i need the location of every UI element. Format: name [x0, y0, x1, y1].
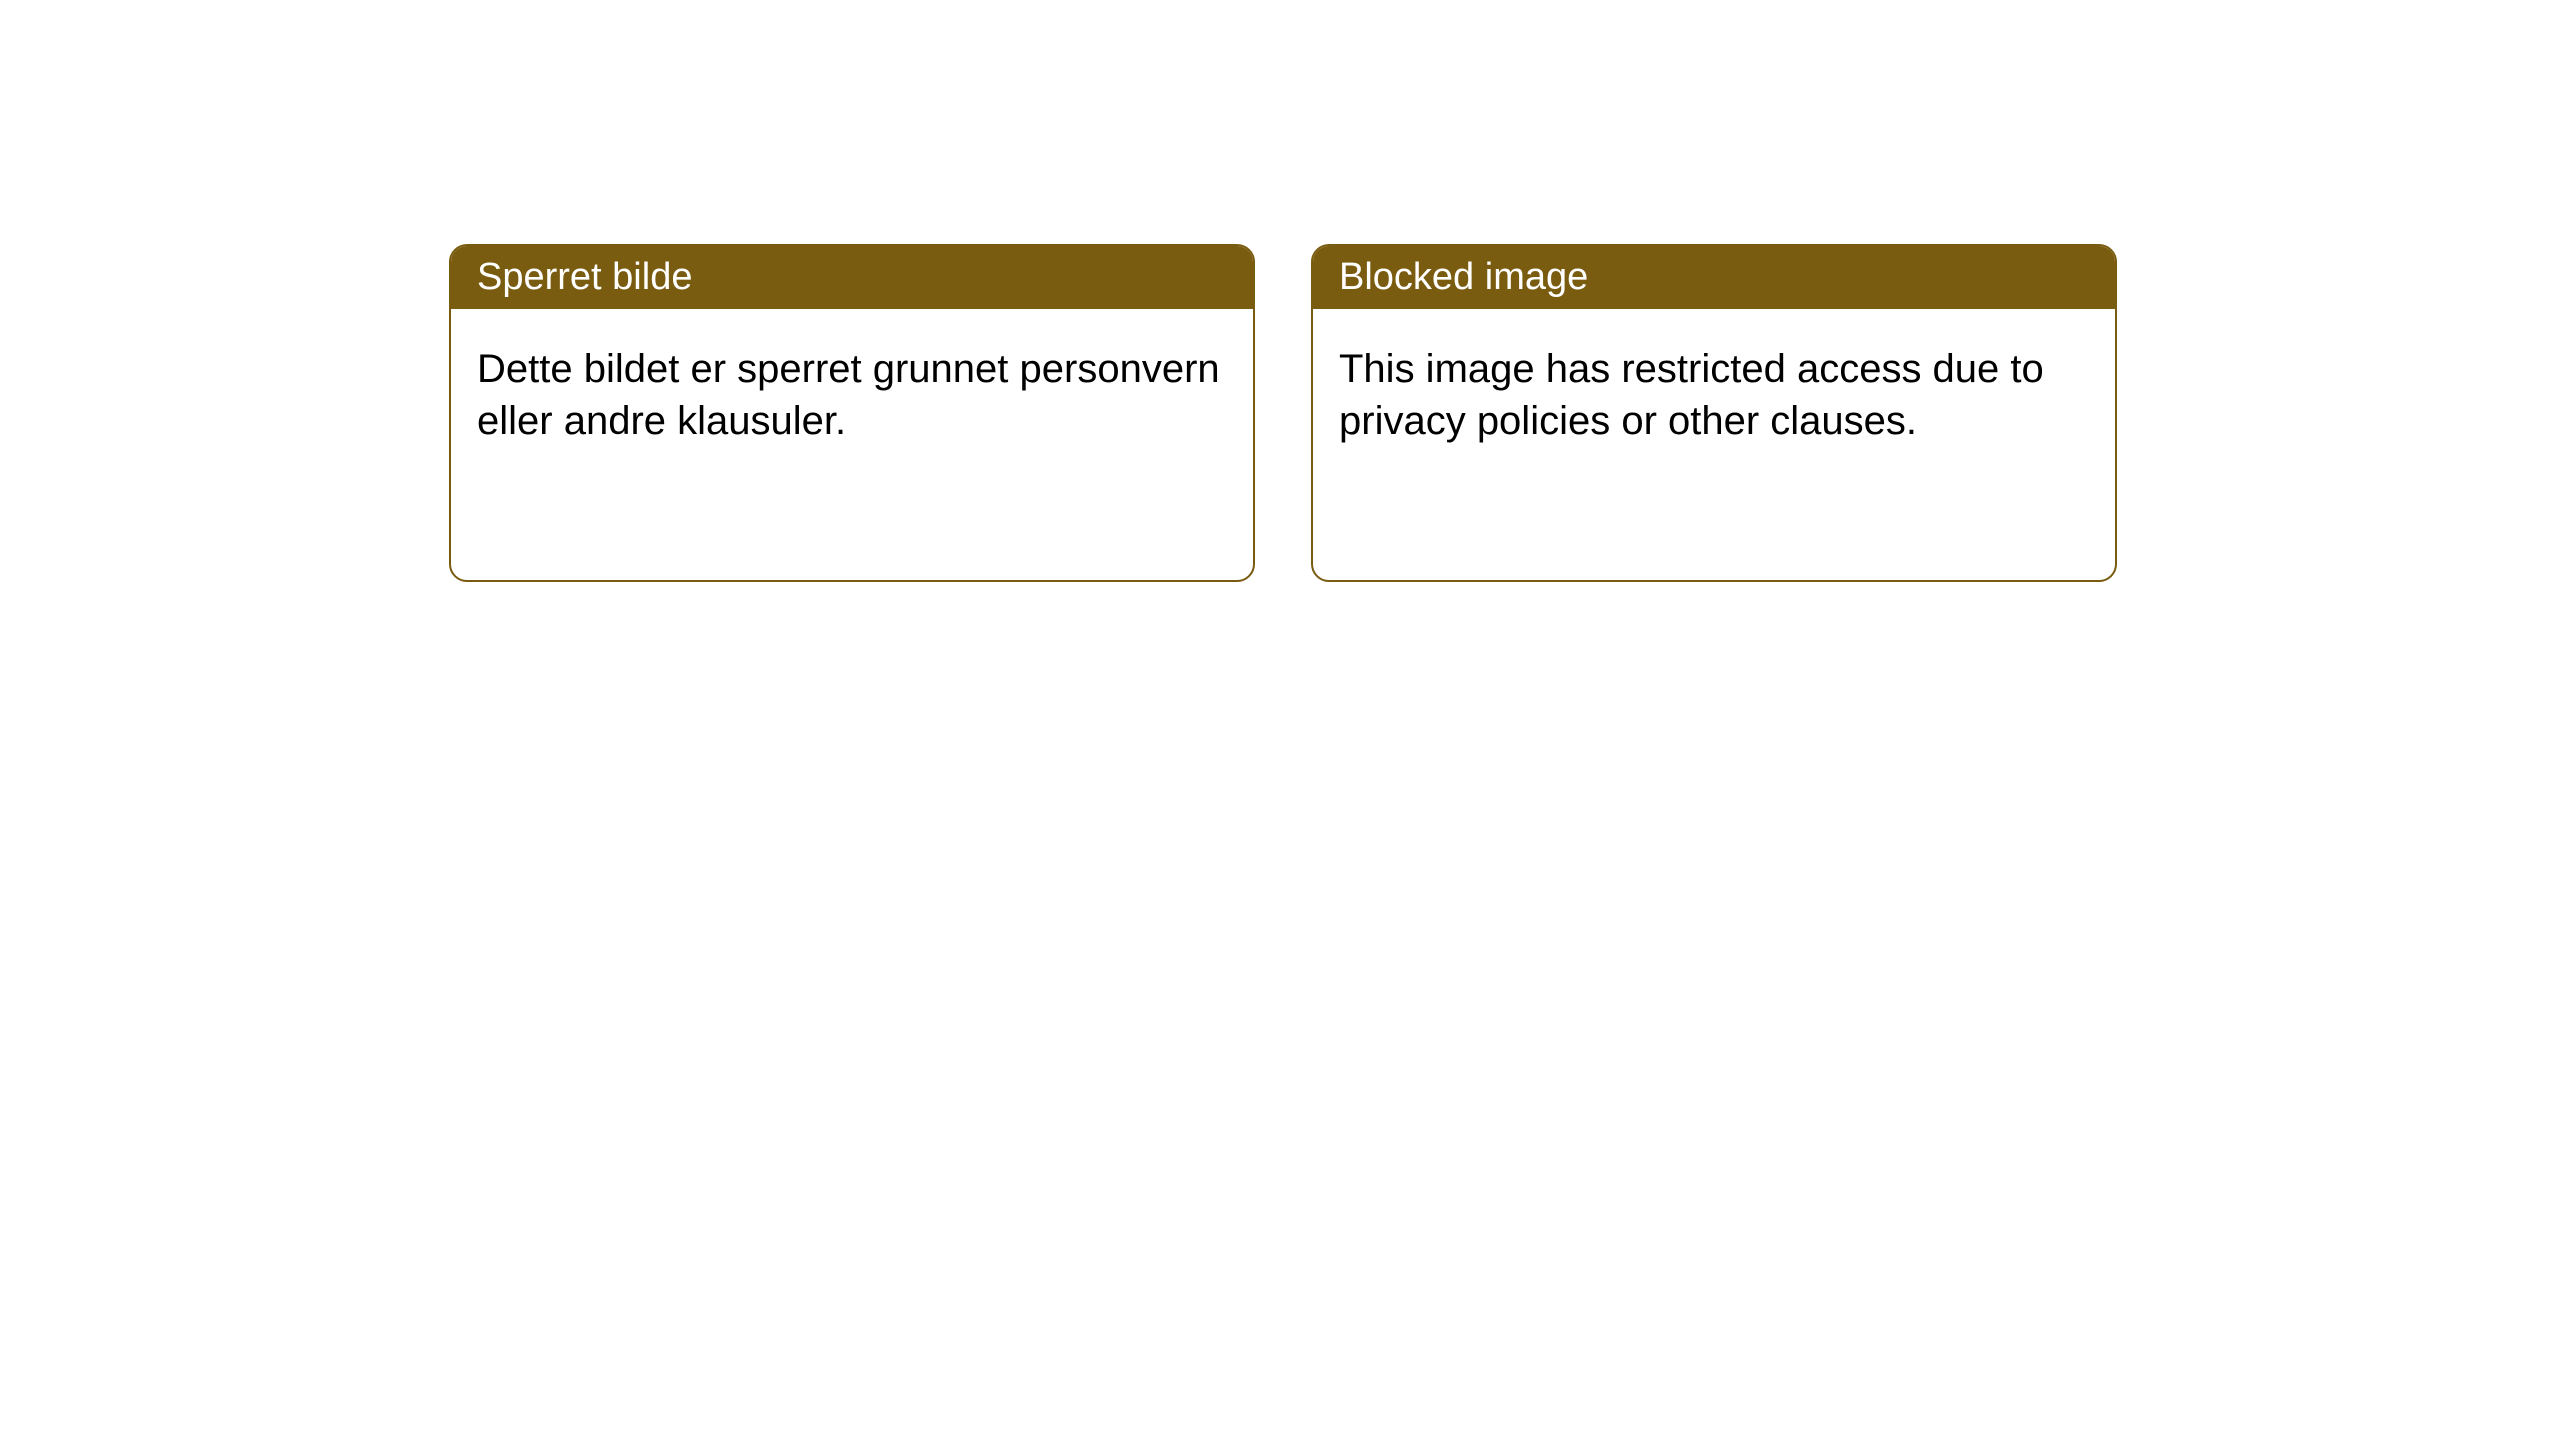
notice-card-norwegian: Sperret bilde Dette bildet er sperret gr… — [449, 244, 1255, 582]
notice-title: Blocked image — [1339, 256, 1588, 298]
notice-body: This image has restricted access due to … — [1313, 309, 2115, 481]
notice-card-english: Blocked image This image has restricted … — [1311, 244, 2117, 582]
notice-text: This image has restricted access due to … — [1339, 347, 2044, 443]
notice-title: Sperret bilde — [477, 256, 692, 298]
notice-text: Dette bildet er sperret grunnet personve… — [477, 347, 1220, 443]
notice-header: Sperret bilde — [451, 246, 1253, 309]
notice-container: Sperret bilde Dette bildet er sperret gr… — [0, 0, 2560, 582]
notice-header: Blocked image — [1313, 246, 2115, 309]
notice-body: Dette bildet er sperret grunnet personve… — [451, 309, 1253, 481]
